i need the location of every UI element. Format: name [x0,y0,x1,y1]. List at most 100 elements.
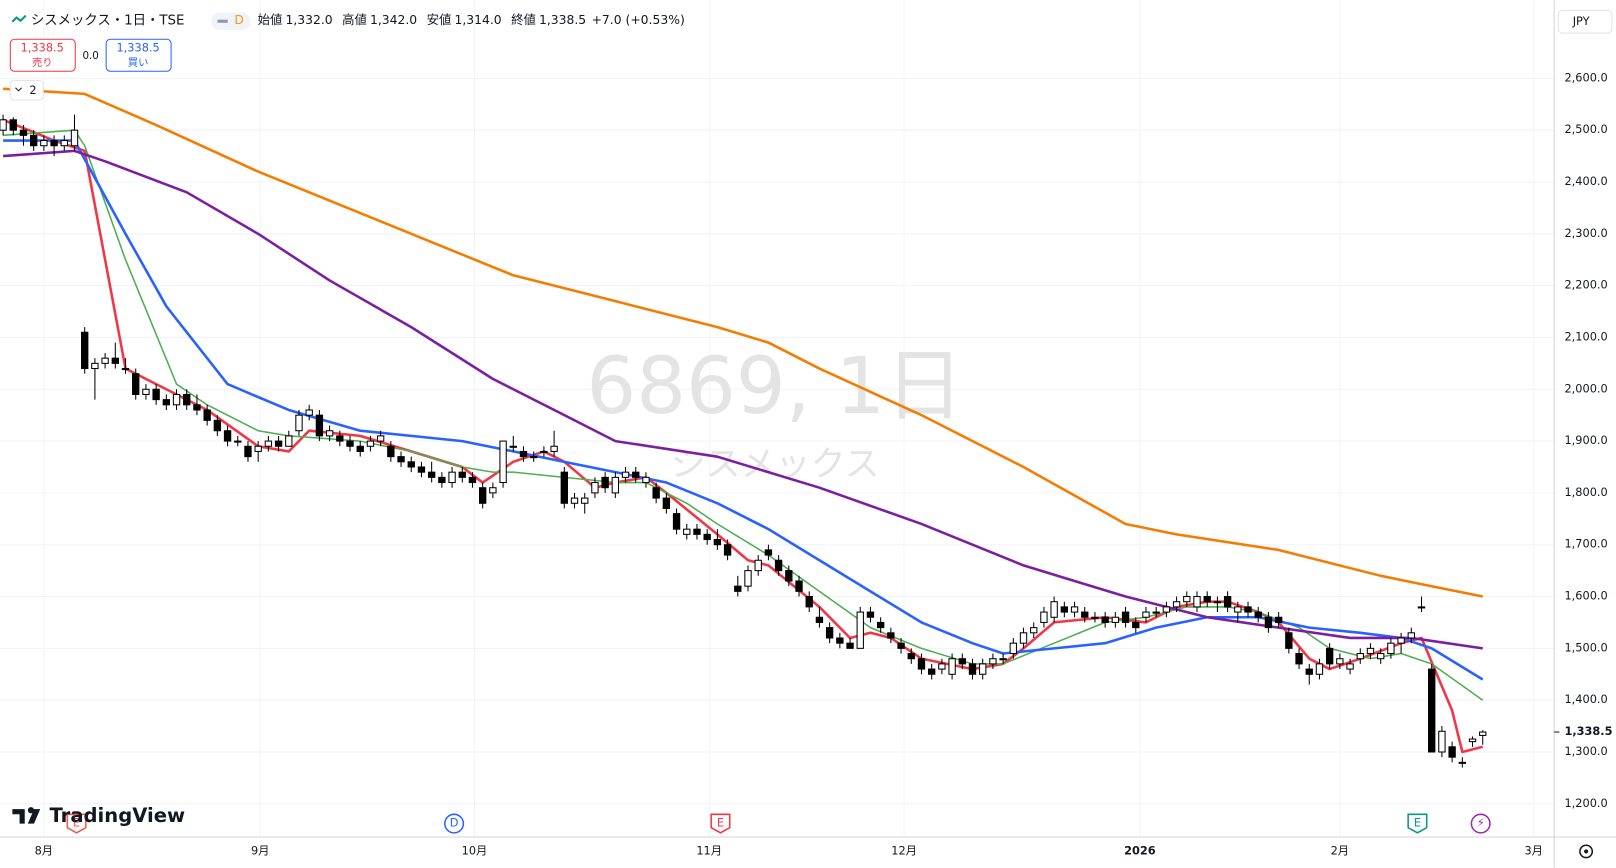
x-tick-label: 10月 [462,843,488,857]
candle-body [336,435,344,442]
moving-average-line [2,149,1483,650]
candle-body [458,471,466,478]
candle-body [683,528,691,535]
indicator-toggle[interactable] [9,79,44,101]
change: +7.0 (+0.53%) [592,13,685,27]
buy-price: 1,338.5 [116,41,159,55]
candle-body [938,663,946,670]
y-tick-label: 2,100.0 [1564,329,1607,343]
candle-body [285,435,293,447]
y-tick-label: 1,600.0 [1564,589,1607,603]
candle-body [468,476,477,484]
logo-mark [12,807,41,824]
y-tick-label: 2,200.0 [1564,278,1607,292]
candle-body [1407,632,1415,639]
candle-body [958,658,966,665]
candle-body [1172,601,1181,608]
candle-body [346,440,354,447]
candle-body [1479,731,1487,736]
candle-body [1203,596,1211,603]
event-label: E [73,816,80,830]
candle-body [754,559,762,572]
candle-body [305,409,313,416]
candle-body [295,414,303,432]
candle-body [785,570,793,582]
y-tick-label: 1,400.0 [1564,692,1607,706]
candle-body [1040,611,1048,623]
candle-body [152,388,160,401]
candle-body [387,445,395,458]
candle-body [489,487,497,494]
event-label: E [1414,816,1421,830]
event-label: ⚡ [1477,816,1485,830]
x-tick-label: 8月 [35,843,54,857]
candle-body [1417,606,1426,609]
candle-body [1274,616,1283,623]
x-tick-label: 2月 [1331,843,1350,857]
watermark-name: シスメックス [670,444,879,485]
indicator-count: 2 [29,83,36,97]
candle-body [193,404,201,411]
chevron [15,87,23,92]
candles [0,114,1487,768]
candle-body [1213,601,1222,604]
candle-body [1223,596,1232,608]
candle-body [478,487,487,504]
candle-body [1081,611,1089,618]
candle-body [968,663,977,675]
candle-body [897,642,905,649]
candle-body [1428,668,1436,753]
candle-body [1111,616,1120,623]
candle-body [427,471,436,478]
sell-button[interactable] [9,38,76,72]
candle-body [1458,761,1467,764]
candle-body [774,559,783,572]
candle-body [223,430,232,442]
event-marker [444,813,465,834]
candle-body [560,471,568,504]
candle-body [172,393,181,406]
currency-button[interactable] [1557,9,1613,34]
x-tick-label: 11月 [696,843,722,857]
candle-body [9,119,17,131]
buy-button[interactable] [105,38,172,72]
candle-body [928,668,936,675]
candle-body [795,580,803,592]
candle-body [815,616,824,623]
candle-body [213,419,222,432]
candle-body [1152,611,1160,614]
candle-body [509,445,517,448]
candle-body [591,482,599,494]
candle-body [366,440,375,447]
event-marker [710,813,731,834]
y-tick-label: 1,700.0 [1564,537,1607,551]
candle-body [142,388,150,395]
candle-body [519,450,528,458]
candle-body [254,445,262,452]
candle-body [876,621,885,629]
candle-body [652,487,660,499]
badge: D [234,13,244,27]
candle-body [1264,616,1273,629]
badge-dash [217,19,228,23]
candle-body [999,658,1007,661]
currency: JPY [1572,14,1590,28]
candle-body [1050,601,1058,618]
candle-body [1060,606,1069,613]
watermark-symbol: 6869, 1日 [586,341,963,432]
candle-body [1234,606,1242,613]
trade-buttons: 1,338.5 売り 0.0 1,338.5 買い 2 [9,38,172,101]
candle-body [1244,606,1252,613]
ohlc: 始値 1,332.0 高値 1,342.0 安値 1,314.0 終値 1,338.5 +7.0… [258,12,685,27]
settings-icon[interactable] [1579,844,1594,859]
candle-body [866,611,875,618]
candle-body [40,140,48,147]
y-tick-label: 2,400.0 [1564,174,1607,188]
event-marker [1407,813,1428,834]
ohlc-key: 安値 [427,12,452,27]
candle-body [601,476,609,489]
candle-body [1091,616,1099,619]
candle-body [836,637,844,644]
candle-body [530,456,538,459]
